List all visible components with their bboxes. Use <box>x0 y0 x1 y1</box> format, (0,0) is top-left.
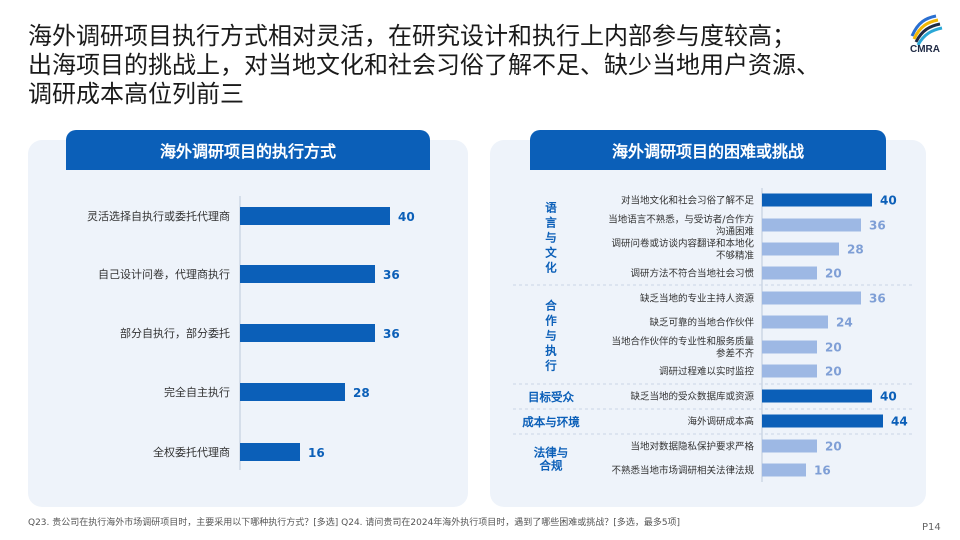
execution-category-label: 全权委托代理商 <box>153 445 230 459</box>
logo-mark-icon <box>910 14 943 46</box>
challenge-category-label: 海外调研成本高 <box>687 416 754 428</box>
challenge-category-label: 缺乏可靠的当地合作伙伴 <box>649 317 754 329</box>
page-title: 海外调研项目执行方式相对灵活，在研究设计和执行上内部参与度较高； 出海项目的挑战… <box>28 22 888 109</box>
execution-chart-title: 海外调研项目的执行方式 <box>66 130 430 170</box>
challenge-value-label: 20 <box>825 341 842 355</box>
challenge-value-label: 20 <box>825 267 842 281</box>
footnote: Q23. 贵公司在执行海外市场调研项目时，主要采用以下哪种执行方式？[多选] Q… <box>28 518 681 528</box>
challenge-value-label: 16 <box>814 464 831 478</box>
execution-value-label: 40 <box>398 210 415 224</box>
execution-bar <box>240 383 345 401</box>
challenge-bar <box>762 389 872 403</box>
challenge-category-label: 调研过程难以实时监控 <box>659 366 755 378</box>
challenge-value-label: 24 <box>836 316 853 330</box>
execution-value-label: 16 <box>308 446 325 460</box>
execution-bar <box>240 207 390 225</box>
challenge-category-label: 缺乏当地的专业主持人资源 <box>640 293 755 305</box>
challenge-bar <box>762 364 817 378</box>
execution-category-label: 完全自主执行 <box>164 385 230 399</box>
page-number: P14 <box>922 522 941 533</box>
challenge-bar <box>762 291 861 305</box>
challenge-value-label: 44 <box>891 415 908 429</box>
challenge-group-label: 合作与执行 <box>544 299 557 373</box>
execution-bar <box>240 324 375 342</box>
challenge-bar <box>762 463 806 477</box>
execution-category-label: 灵活选择自执行或委托代理商 <box>87 209 230 223</box>
execution-bar <box>240 443 300 461</box>
challenge-bar <box>762 242 839 256</box>
challenge-value-label: 28 <box>847 243 864 257</box>
challenge-category-label: 缺乏当地的受众数据库或资源 <box>630 391 754 403</box>
challenge-category-label: 当地语言不熟悉，与受访者/合作方沟通困难 <box>608 214 754 238</box>
challenge-value-label: 20 <box>825 440 842 454</box>
execution-bar <box>240 265 375 283</box>
challenge-category-label: 当地合作伙伴的专业性和服务质量参差不齐 <box>611 336 754 360</box>
challenge-category-label: 当地对数据隐私保护要求严格 <box>630 441 754 453</box>
execution-category-label: 部分自执行，部分委托 <box>120 326 230 340</box>
challenge-group-label: 法律与合规 <box>534 446 569 473</box>
execution-value-label: 36 <box>383 268 400 282</box>
challenge-value-label: 20 <box>825 365 842 379</box>
challenge-bar <box>762 193 872 207</box>
challenge-value-label: 36 <box>869 292 886 306</box>
execution-category-label: 自己设计问卷，代理商执行 <box>98 267 230 281</box>
challenge-bar <box>762 439 817 453</box>
challenge-group-label: 语言与文化 <box>545 201 557 275</box>
challenge-category-label: 调研方法不符合当地社会习惯 <box>630 268 754 280</box>
challenge-bar <box>762 340 817 354</box>
challenge-bar <box>762 266 817 280</box>
challenge-value-label: 36 <box>869 219 886 233</box>
logo-text: CMRA <box>910 44 940 55</box>
challenge-category-label: 调研问卷或访谈内容翻译和本地化不够精准 <box>611 238 754 262</box>
challenge-group-label: 成本与环境 <box>522 415 580 429</box>
execution-value-label: 36 <box>383 327 400 341</box>
challenge-category-label: 不熟悉当地市场调研相关法律法规 <box>611 465 754 477</box>
challenge-bar <box>762 218 861 232</box>
challenge-value-label: 40 <box>880 390 897 404</box>
cmra-logo: CMRA <box>900 12 950 60</box>
title-line-2: 出海项目的挑战上，对当地文化和社会习俗了解不足、缺少当地用户资源、 <box>28 51 820 79</box>
execution-value-label: 28 <box>353 386 370 400</box>
challenge-bar <box>762 315 828 329</box>
challenge-value-label: 40 <box>880 194 897 208</box>
challenge-group-label: 目标受众 <box>528 390 574 404</box>
challenges-chart-title: 海外调研项目的困难或挑战 <box>530 130 886 170</box>
title-line-3: 调研成本高位列前三 <box>28 80 244 108</box>
challenge-bar <box>762 414 883 428</box>
challenge-category-label: 对当地文化和社会习俗了解不足 <box>621 195 755 207</box>
title-line-1: 海外调研项目执行方式相对灵活，在研究设计和执行上内部参与度较高； <box>28 22 796 50</box>
